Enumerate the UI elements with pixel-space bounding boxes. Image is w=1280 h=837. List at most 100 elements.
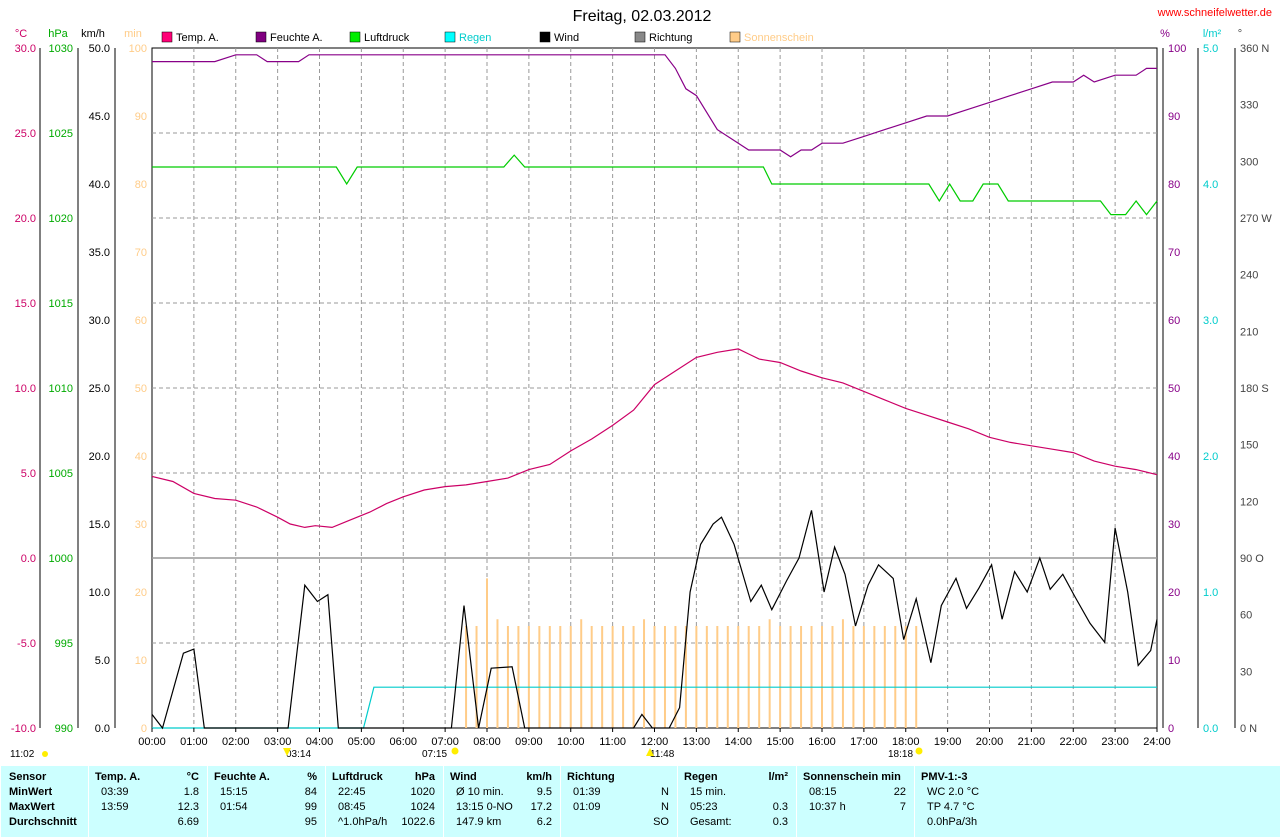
stat-cell-label: 05:23 — [690, 801, 718, 813]
direction-axis-tick: 330 — [1240, 100, 1258, 112]
legend-label: Wind — [554, 32, 579, 44]
sun-axis-tick: 20 — [135, 587, 147, 599]
sun-axis-tick: 70 — [135, 247, 147, 259]
moonrise-label: 11:48 — [650, 749, 675, 760]
direction-axis-tick: 300 — [1240, 156, 1258, 168]
stat-column: Regen l/m² 15 min. 05:23 0.3 Gesamt: 0.3 — [677, 766, 796, 837]
stat-column: Richtung 01:39 N 01:09 N SO — [560, 766, 677, 837]
website-link[interactable]: www.schneifelwetter.de — [1157, 7, 1272, 19]
x-tick-label: 15:00 — [766, 736, 794, 748]
stat-cell-value: 0.3 — [772, 801, 788, 813]
current-time-label: 11:02 — [10, 749, 35, 760]
stat-cell-value: 9.5 — [536, 786, 552, 798]
temp-axis-tick: -5.0 — [17, 638, 36, 650]
humidity-axis-tick: 20 — [1168, 587, 1180, 599]
pressure-axis-tick: 1010 — [49, 383, 73, 395]
temp-axis-tick: 25.0 — [15, 128, 36, 140]
wind-axis-tick: 45.0 — [89, 111, 110, 123]
moonset-label: 03:14 — [286, 749, 311, 760]
pressure-axis-tick: 990 — [55, 723, 73, 735]
stat-cell-label: Temp. A. — [95, 771, 141, 783]
wind-axis-tick: 25.0 — [89, 383, 110, 395]
x-tick-label: 24:00 — [1143, 736, 1171, 748]
x-tick-label: 21:00 — [1018, 736, 1046, 748]
humidity-axis-tick: 40 — [1168, 451, 1180, 463]
rain-axis-tick: 2.0 — [1203, 451, 1218, 463]
wind-axis-tick: 40.0 — [89, 179, 110, 191]
wind-axis-tick: 15.0 — [89, 519, 110, 531]
luftdruck-line — [152, 154, 1158, 216]
stat-cell-value: km/h — [526, 771, 552, 783]
statistics-table: Sensor MinWert MaxWert Durchschnitt Temp. A.… — [0, 766, 1280, 837]
direction-axis-tick: 0 N — [1240, 723, 1257, 735]
x-tick-label: 13:00 — [683, 736, 711, 748]
sun-axis-tick: 10 — [135, 655, 147, 667]
stat-cell-label: Sensor — [9, 771, 47, 783]
pressure-axis-unit: hPa — [48, 28, 68, 40]
x-tick-label: 18:00 — [892, 736, 920, 748]
rain-axis-unit: l/m² — [1203, 28, 1222, 40]
humidity-axis-unit: % — [1160, 28, 1170, 40]
temp-axis-tick: 10.0 — [15, 383, 36, 395]
axis-unit-labels: °C hPa km/h min % l/m² ° — [15, 28, 1242, 40]
wind-axis-unit: km/h — [81, 28, 105, 40]
sun-axis-tick: 90 — [135, 111, 147, 123]
stat-column: Wind km/h Ø 10 min. 9.5 13:15 0-NO 17.2 147.9 … — [443, 766, 560, 837]
stat-cell-value: 7 — [899, 801, 906, 813]
sunset-label: 18:18 — [888, 749, 913, 760]
moonrise-icon — [646, 748, 654, 756]
sun-axis-tick: 40 — [135, 451, 147, 463]
x-tick-label: 22:00 — [1059, 736, 1087, 748]
stat-cell-label: 22:45 — [338, 786, 366, 798]
rain-axis-tick: 1.0 — [1203, 587, 1218, 599]
legend-label: Feuchte A. — [270, 32, 323, 44]
sun-axis-tick: 50 — [135, 383, 147, 395]
temp-axis-tick: -10.0 — [11, 723, 36, 735]
temp-axis-tick: 0.0 — [21, 553, 36, 565]
direction-axis-tick: 240 — [1240, 270, 1258, 282]
sunrise-label: 07:15 — [422, 749, 447, 760]
pressure-axis-tick: 1005 — [49, 468, 73, 480]
stat-cell-value: 95 — [304, 816, 317, 828]
temp-axis-tick: 20.0 — [15, 213, 36, 225]
stat-cell-value: 22 — [893, 786, 906, 798]
x-tick-label: 00:00 — [138, 736, 166, 748]
wind-axis-tick: 10.0 — [89, 587, 110, 599]
legend-square-icon — [161, 31, 173, 43]
sun-axis-tick: 0 — [141, 723, 147, 735]
x-tick-label: 08:00 — [473, 736, 501, 748]
humidity-axis-tick: 50 — [1168, 383, 1180, 395]
stat-cell-label: 01:54 — [220, 801, 248, 813]
stat-column: Sensor MinWert MaxWert Durchschnitt — [0, 766, 88, 837]
stat-cell-value: °C — [186, 771, 199, 783]
sunset-icon — [915, 747, 923, 755]
x-tick-label: 07:00 — [431, 736, 459, 748]
temp-a-line — [151, 348, 1158, 529]
stat-cell-value: 1.8 — [183, 786, 199, 798]
stat-cell-label: Richtung — [567, 771, 615, 783]
stat-cell-label: 13:15 0-NO — [456, 801, 513, 813]
stat-cell-label: 08:45 — [338, 801, 366, 813]
wind-axis-tick: 35.0 — [89, 247, 110, 259]
temp-axis-unit: °C — [15, 28, 27, 40]
weather-chart: Freitag, 02.03.2012 www.schneifelwetter.… — [10, 7, 1272, 760]
stat-cell-value: 84 — [304, 786, 317, 798]
pressure-axis-tick: 995 — [55, 638, 73, 650]
temp-axis-tick: 30.0 — [15, 43, 36, 55]
x-tick-label: 04:00 — [306, 736, 334, 748]
x-tick-label: 23:00 — [1101, 736, 1129, 748]
x-tick-label: 10:00 — [557, 736, 585, 748]
sun-axis-unit: min — [124, 28, 142, 40]
feuchte-a-line — [152, 54, 1157, 158]
sun-moon-markers: 03:14 07:15 11:48 18:18 11:02 — [10, 747, 923, 760]
x-tick-label: 09:00 — [515, 736, 543, 748]
stat-cell-value: hPa — [414, 771, 435, 783]
humidity-axis-tick: 30 — [1168, 519, 1180, 531]
stat-cell-value: N — [661, 801, 669, 813]
humidity-axis-tick: 60 — [1168, 315, 1180, 327]
x-tick-label: 05:00 — [348, 736, 376, 748]
pressure-axis-tick: 1020 — [49, 213, 73, 225]
stat-cell-label: Durchschnitt — [9, 816, 77, 828]
stat-column: Temp. A. °C 03:39 1.8 13:59 12.3 6.69 — [88, 766, 207, 837]
stat-cell-value: N — [661, 786, 669, 798]
